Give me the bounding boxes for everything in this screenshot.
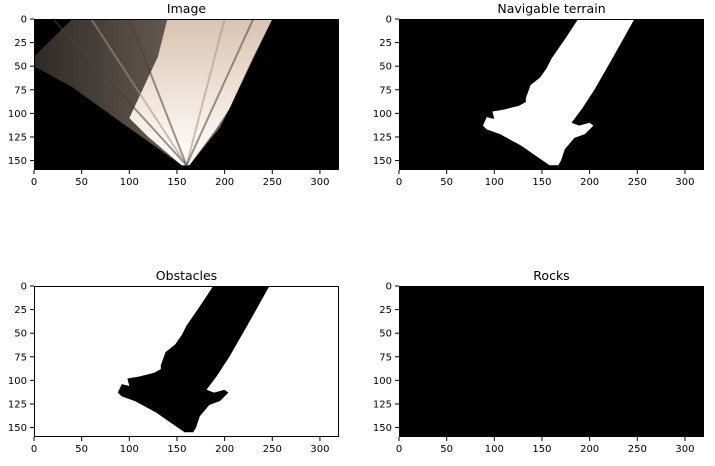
rocks-title: Rocks [533, 268, 569, 283]
image-axes-frame [34, 19, 339, 170]
x-tick-label: 50 [75, 177, 88, 188]
obstacles-axes-frame [34, 286, 339, 437]
x-tick-label: 300 [310, 177, 329, 188]
y-tick-label: 125 [373, 132, 392, 143]
x-tick-label: 200 [215, 444, 234, 455]
image-streak [185, 18, 255, 166]
y-tick-label: 50 [14, 329, 27, 340]
x-tick-label: 150 [167, 444, 186, 455]
navigable-terrain-mask [482, 19, 635, 166]
obstacles-title: Obstacles [156, 268, 217, 283]
x-tick-label: 100 [120, 177, 139, 188]
navigable-terrain-title: Navigable terrain [497, 1, 605, 16]
panel-navigable-terrain: Navigable terrain 0 50 100 150 200 250 300 0 25 50… [373, 1, 704, 188]
x-tick-label: 150 [532, 444, 551, 455]
x-tick-label: 250 [263, 177, 282, 188]
x-tick-label: 0 [31, 444, 37, 455]
obstacles-mask [117, 286, 270, 433]
y-tick-label: 125 [8, 399, 27, 410]
y-tick-label: 150 [8, 423, 27, 434]
x-tick-label: 50 [440, 177, 453, 188]
x-tick-label: 200 [580, 444, 599, 455]
y-tick-label: 50 [379, 62, 392, 73]
y-tick-label: 0 [386, 282, 392, 293]
rocks-image-area [399, 286, 704, 437]
y-tick-label: 75 [379, 352, 392, 363]
y-tick-label: 75 [14, 85, 27, 96]
x-tick-label: 250 [628, 444, 647, 455]
y-tick-label: 50 [379, 329, 392, 340]
x-tick-label: 100 [485, 444, 504, 455]
image-streak [90, 18, 188, 166]
y-tick-label: 0 [21, 15, 27, 26]
y-tick-label: 150 [373, 423, 392, 434]
x-tick-label: 100 [120, 444, 139, 455]
y-tick-label: 150 [373, 156, 392, 167]
x-tick-label: 200 [580, 177, 599, 188]
x-tick-label: 150 [167, 177, 186, 188]
x-tick-label: 150 [532, 177, 551, 188]
x-tick-label: 250 [628, 177, 647, 188]
y-tick-label: 25 [14, 38, 27, 49]
rocks-axes-frame [399, 286, 704, 437]
image-title: Image [167, 1, 206, 16]
x-tick-label: 300 [675, 177, 694, 188]
y-tick-label: 50 [14, 62, 27, 73]
y-tick-label: 150 [8, 156, 27, 167]
x-tick-label: 300 [675, 444, 694, 455]
y-tick-label: 75 [379, 85, 392, 96]
y-tick-label: 125 [8, 132, 27, 143]
panel-rocks: Rocks 0 50 100 150 200 250 300 0 25 50 75 100 125 150 [373, 268, 704, 455]
y-tick-label: 100 [373, 376, 392, 387]
panel-obstacles: Obstacles 0 50 100 150 200 250 300 0 25 50 75 100 125… [8, 268, 339, 455]
y-tick-label: 25 [14, 305, 27, 316]
x-tick-label: 0 [396, 444, 402, 455]
x-tick-label: 50 [75, 444, 88, 455]
y-tick-label: 100 [8, 376, 27, 387]
image-streak [185, 18, 226, 166]
x-tick-label: 200 [215, 177, 234, 188]
panel-image: Image 0 50 100 150 200 250 300 0 25 50 75 100 125 150 [8, 1, 339, 188]
x-tick-label: 250 [263, 444, 282, 455]
image-streak [52, 18, 188, 166]
y-tick-label: 100 [373, 109, 392, 120]
y-tick-label: 100 [8, 109, 27, 120]
x-tick-label: 0 [396, 177, 402, 188]
y-tick-label: 0 [386, 15, 392, 26]
navigable-terrain-axes-frame [399, 19, 704, 170]
y-tick-label: 25 [379, 305, 392, 316]
x-tick-label: 50 [440, 444, 453, 455]
y-tick-label: 125 [373, 399, 392, 410]
y-tick-label: 25 [379, 38, 392, 49]
x-tick-label: 0 [31, 177, 37, 188]
y-tick-label: 75 [14, 352, 27, 363]
x-tick-label: 100 [485, 177, 504, 188]
x-tick-label: 300 [310, 444, 329, 455]
image-streak [128, 18, 188, 166]
y-tick-label: 0 [21, 282, 27, 293]
